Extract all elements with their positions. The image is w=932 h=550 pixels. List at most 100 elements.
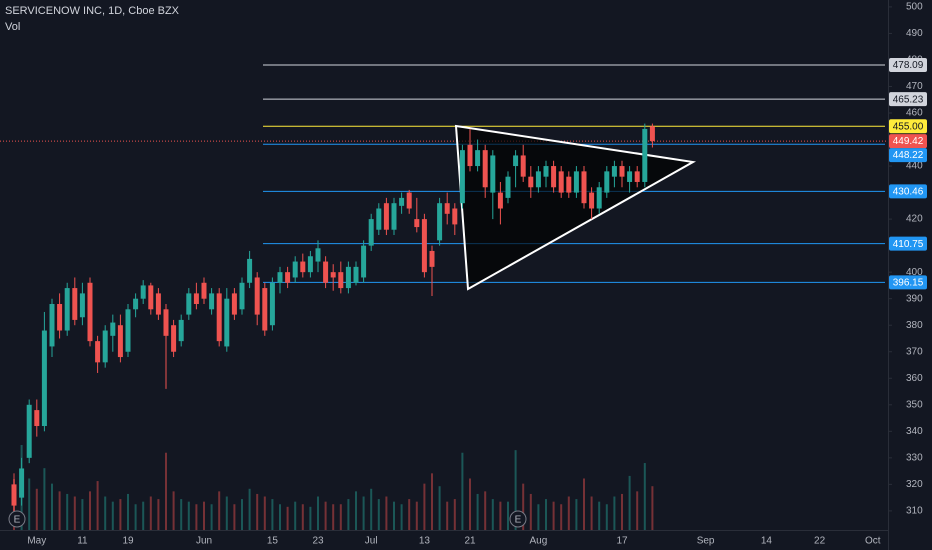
y-tick-label: 490	[906, 28, 923, 39]
volume-bar	[271, 499, 274, 530]
candle-body	[619, 166, 625, 177]
candle-body	[87, 282, 93, 342]
y-tick-label: 360	[906, 373, 923, 384]
y-tick-label: 500	[906, 2, 923, 13]
x-tick-label: 17	[616, 536, 628, 547]
candle-body	[376, 208, 382, 230]
y-tick-label: 320	[906, 479, 923, 490]
volume-bar	[537, 504, 540, 530]
candle-body	[627, 171, 633, 182]
candle-body	[535, 171, 541, 188]
candle-body	[155, 293, 161, 315]
volume-bar	[119, 499, 122, 530]
x-tick-label: 13	[419, 536, 431, 547]
volume-bar	[58, 491, 61, 530]
x-tick-label: Jun	[196, 536, 212, 547]
price-label-box	[889, 148, 927, 163]
x-tick-label: May	[27, 536, 46, 547]
candle-body	[285, 272, 291, 283]
volume-bar	[210, 504, 213, 530]
earnings-text: E	[515, 515, 522, 526]
y-tick-label: 420	[906, 214, 923, 225]
volume-bar	[142, 501, 145, 530]
candle-body	[467, 144, 473, 167]
candle-body	[262, 288, 268, 331]
candle-body	[414, 219, 420, 228]
candle-body	[391, 203, 397, 230]
candle-body	[642, 128, 648, 182]
candle-body	[573, 171, 579, 193]
volume-bar	[203, 501, 205, 530]
price-label: 449.42	[893, 136, 924, 147]
candle-body	[315, 248, 321, 262]
candle-body	[254, 277, 260, 315]
volume-bar	[28, 478, 31, 530]
volume-bar	[96, 481, 99, 530]
candle-body	[209, 293, 215, 310]
candle-body	[383, 203, 389, 230]
volume-bar	[81, 499, 84, 530]
volume-bar	[225, 496, 228, 530]
candle-body	[117, 325, 123, 358]
candle-layer	[11, 123, 655, 514]
candle-body	[11, 484, 17, 506]
y-tick-label: 460	[906, 108, 923, 119]
volume-bar	[552, 501, 555, 530]
candle-body	[95, 341, 101, 363]
volume-bar	[104, 496, 107, 530]
x-tick-label: 14	[761, 536, 773, 547]
candle-body	[429, 250, 435, 267]
volume-bar	[172, 491, 175, 530]
volume-bar	[605, 504, 608, 530]
candle-body	[345, 266, 351, 289]
candle-body	[57, 303, 63, 331]
candle-body	[178, 319, 184, 342]
candle-body	[338, 272, 344, 289]
candle-body	[459, 150, 465, 204]
price-label: 448.22	[893, 150, 924, 161]
volume-bar	[567, 496, 570, 530]
y-tick-label: 440	[906, 161, 923, 172]
candle-body	[64, 288, 70, 331]
volume-bar	[415, 501, 418, 530]
volume-bar	[431, 473, 433, 530]
candle-body	[140, 285, 146, 299]
y-tick-label: 380	[906, 320, 923, 331]
volume-bar	[651, 486, 654, 530]
candle-body	[26, 404, 32, 458]
candle-body	[300, 261, 306, 273]
candle-body	[171, 325, 177, 352]
candle-body	[125, 309, 131, 352]
earnings-marker: E	[509, 510, 527, 528]
volume-bar	[499, 501, 502, 530]
volume-bar	[529, 493, 532, 530]
y-tick-label: 470	[906, 81, 923, 92]
volume-bar	[332, 504, 335, 530]
candle-body	[475, 150, 481, 167]
candle-body	[353, 266, 359, 283]
volume-bar	[643, 463, 646, 530]
candle-body	[34, 410, 40, 427]
candle-body	[558, 171, 564, 193]
x-tick-label: 15	[267, 536, 279, 547]
candle-body	[505, 176, 511, 198]
volume-bar	[385, 496, 388, 530]
volume-bar	[491, 499, 494, 530]
y-tick-label: 400	[906, 267, 923, 278]
volume-bar	[636, 491, 639, 530]
volume-bar	[621, 493, 623, 530]
volume-bar	[438, 486, 441, 530]
candle-body	[277, 272, 283, 283]
price-label-box	[889, 236, 927, 251]
y-tick-label: 390	[906, 293, 923, 304]
volume-bar	[43, 468, 46, 530]
candle-body	[231, 293, 237, 315]
x-tick-label: Sep	[697, 536, 715, 547]
volume-bar	[469, 478, 471, 530]
candle-body	[444, 203, 450, 214]
x-tick-label: 11	[77, 536, 88, 547]
candle-body	[368, 219, 374, 246]
volume-bar	[355, 491, 357, 530]
x-tick-label: 19	[122, 536, 134, 547]
